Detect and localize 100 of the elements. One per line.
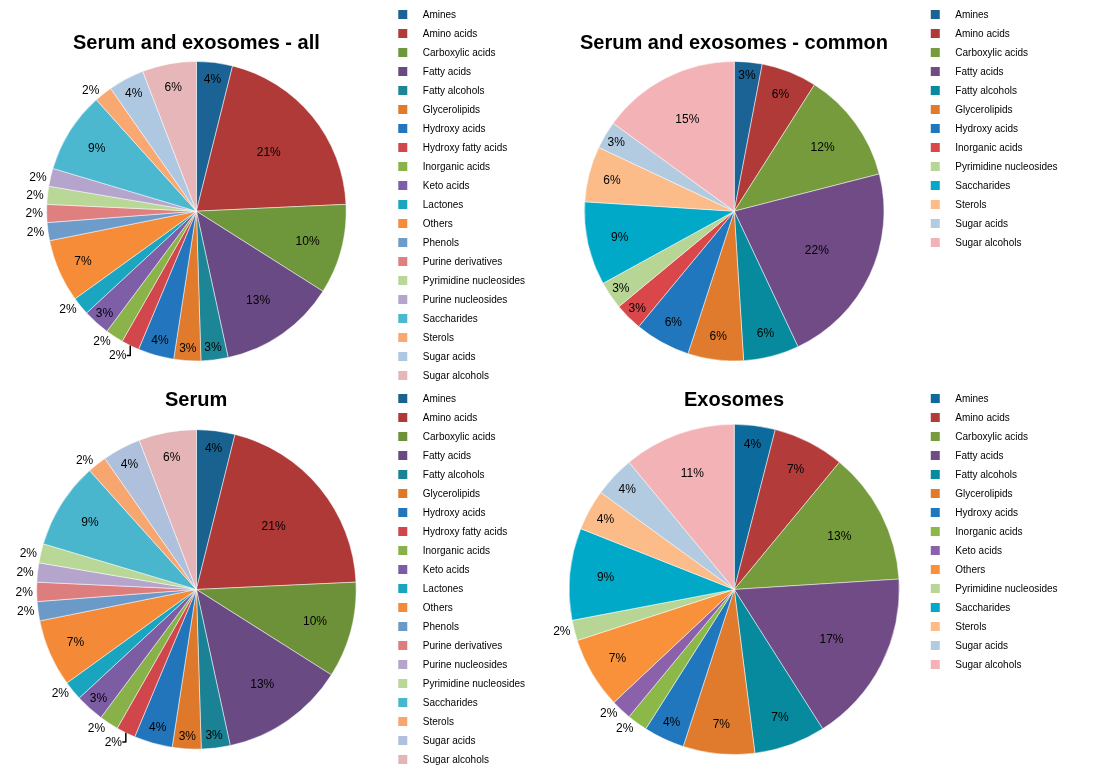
data-label: 6% xyxy=(162,449,181,464)
legend-label: Fatty acids xyxy=(955,450,1004,462)
data-label: 17% xyxy=(819,632,844,647)
legend-label: Phenols xyxy=(422,621,459,633)
data-label: 4% xyxy=(596,511,615,526)
data-label: 3% xyxy=(612,281,630,296)
legend-label: Hydroxy fatty acids xyxy=(422,526,508,538)
legend-label: Lactones xyxy=(422,199,464,211)
legend-label: Sugar alcohols xyxy=(422,370,489,382)
data-label: 6% xyxy=(603,172,621,187)
data-label: 2% xyxy=(82,82,100,97)
legend-label: Others xyxy=(422,602,453,614)
data-label: 2% xyxy=(87,721,106,736)
data-label: 12% xyxy=(810,139,835,154)
legend-label: Inorganic acids xyxy=(422,545,491,557)
legend-label: Pyrimidine nucleosides xyxy=(955,583,1058,595)
legend-label: Purine derivatives xyxy=(422,256,503,268)
data-label: 2% xyxy=(75,453,94,468)
legend-label: Sterols xyxy=(955,199,987,211)
legend-label: Amino acids xyxy=(955,412,1010,424)
legend-label: Inorganic acids xyxy=(955,526,1023,538)
data-label: 2% xyxy=(29,169,48,184)
legend-label: Purine derivatives xyxy=(422,640,503,652)
data-label: 7% xyxy=(66,635,85,650)
legend-label: Amino acids xyxy=(422,412,478,424)
data-label: 4% xyxy=(203,71,222,86)
data-label: 4% xyxy=(148,719,167,734)
legend-label: Saccharides xyxy=(422,697,478,709)
data-label: 3% xyxy=(607,134,626,149)
data-label: 2% xyxy=(93,334,111,349)
data-label: 6% xyxy=(164,79,183,94)
legend-label: Hydroxy acids xyxy=(955,123,1019,135)
legend-label: Fatty alcohols xyxy=(955,85,1017,97)
legend-label: Pyrimidine nucleosides xyxy=(422,275,526,287)
data-label: 4% xyxy=(151,332,170,347)
data-label: 2% xyxy=(616,720,634,735)
data-label: 6% xyxy=(771,86,790,101)
legend-label: Glycerolipids xyxy=(955,488,1013,500)
legend-label: Phenols xyxy=(422,237,459,249)
data-label: 9% xyxy=(596,570,615,585)
data-label: 9% xyxy=(611,229,629,244)
legend-label: Glycerolipids xyxy=(955,104,1013,116)
legend-label: Inorganic acids xyxy=(955,142,1023,154)
data-label: 3% xyxy=(205,727,224,742)
data-label: 6% xyxy=(664,314,683,329)
legend-label: Sugar acids xyxy=(955,218,1009,230)
legend-label: Carboxylic acids xyxy=(422,431,496,443)
legend-label: Carboxylic acids xyxy=(422,47,496,59)
legend-label: Sugar alcohols xyxy=(955,237,1022,249)
legend-label: Fatty alcohols xyxy=(422,469,485,481)
legend-label: Amines xyxy=(955,9,989,21)
data-label: 2% xyxy=(109,348,127,363)
data-label: 2% xyxy=(26,188,44,203)
data-label: 2% xyxy=(25,206,44,221)
legend-label: Sugar alcohols xyxy=(422,754,489,766)
legend-label: Carboxylic acids xyxy=(955,47,1029,59)
data-label: 7% xyxy=(786,461,805,476)
data-label: 2% xyxy=(16,565,35,580)
data-label: 4% xyxy=(618,482,637,497)
data-label: 4% xyxy=(120,456,139,471)
legend-label: Pyrimidine nucleosides xyxy=(955,161,1058,173)
legend-label: Pyrimidine nucleosides xyxy=(422,678,526,690)
legend-label: Amino acids xyxy=(422,28,478,40)
data-label: 21% xyxy=(256,144,282,159)
data-label: 22% xyxy=(804,243,830,258)
data-label: 3% xyxy=(89,691,108,706)
legend-label: Glycerolipids xyxy=(422,104,481,116)
legend-label: Hydroxy acids xyxy=(422,507,486,519)
data-label: 2% xyxy=(26,224,45,239)
data-label: 4% xyxy=(124,86,143,101)
legend-label: Purine nucleosides xyxy=(422,294,508,306)
legend-label: Fatty acids xyxy=(955,66,1004,78)
text: Serum and exosomes - common xyxy=(580,31,888,53)
data-label: 9% xyxy=(81,515,100,530)
legend-label: Others xyxy=(422,218,453,230)
data-label: 11% xyxy=(680,466,705,481)
data-label: 4% xyxy=(662,715,681,730)
data-label: 3% xyxy=(179,341,197,356)
legend-label: Hydroxy acids xyxy=(422,123,486,135)
legend-label: Saccharides xyxy=(422,313,478,325)
data-label: 13% xyxy=(827,528,852,543)
legend-label: Others xyxy=(955,564,986,576)
legend-label: Carboxylic acids xyxy=(955,431,1029,443)
data-label: 2% xyxy=(553,623,571,638)
data-label: 3% xyxy=(738,67,756,82)
legend-label: Inorganic acids xyxy=(422,161,491,173)
legend-label: Fatty acids xyxy=(422,450,472,462)
data-label: 3% xyxy=(178,728,197,743)
data-label: 2% xyxy=(59,301,78,316)
data-label: 2% xyxy=(104,735,123,750)
data-label: 9% xyxy=(88,141,106,156)
chart-title: Serum xyxy=(165,388,228,410)
legend-label: Purine nucleosides xyxy=(422,659,508,671)
chart-title: Exosomes xyxy=(684,388,785,410)
data-label: 6% xyxy=(756,326,775,341)
data-label: 13% xyxy=(246,292,271,307)
legend-label: Amines xyxy=(422,9,457,21)
data-label: 10% xyxy=(302,613,328,628)
legend-label: Hydroxy fatty acids xyxy=(422,142,508,154)
data-label: 7% xyxy=(608,651,627,666)
